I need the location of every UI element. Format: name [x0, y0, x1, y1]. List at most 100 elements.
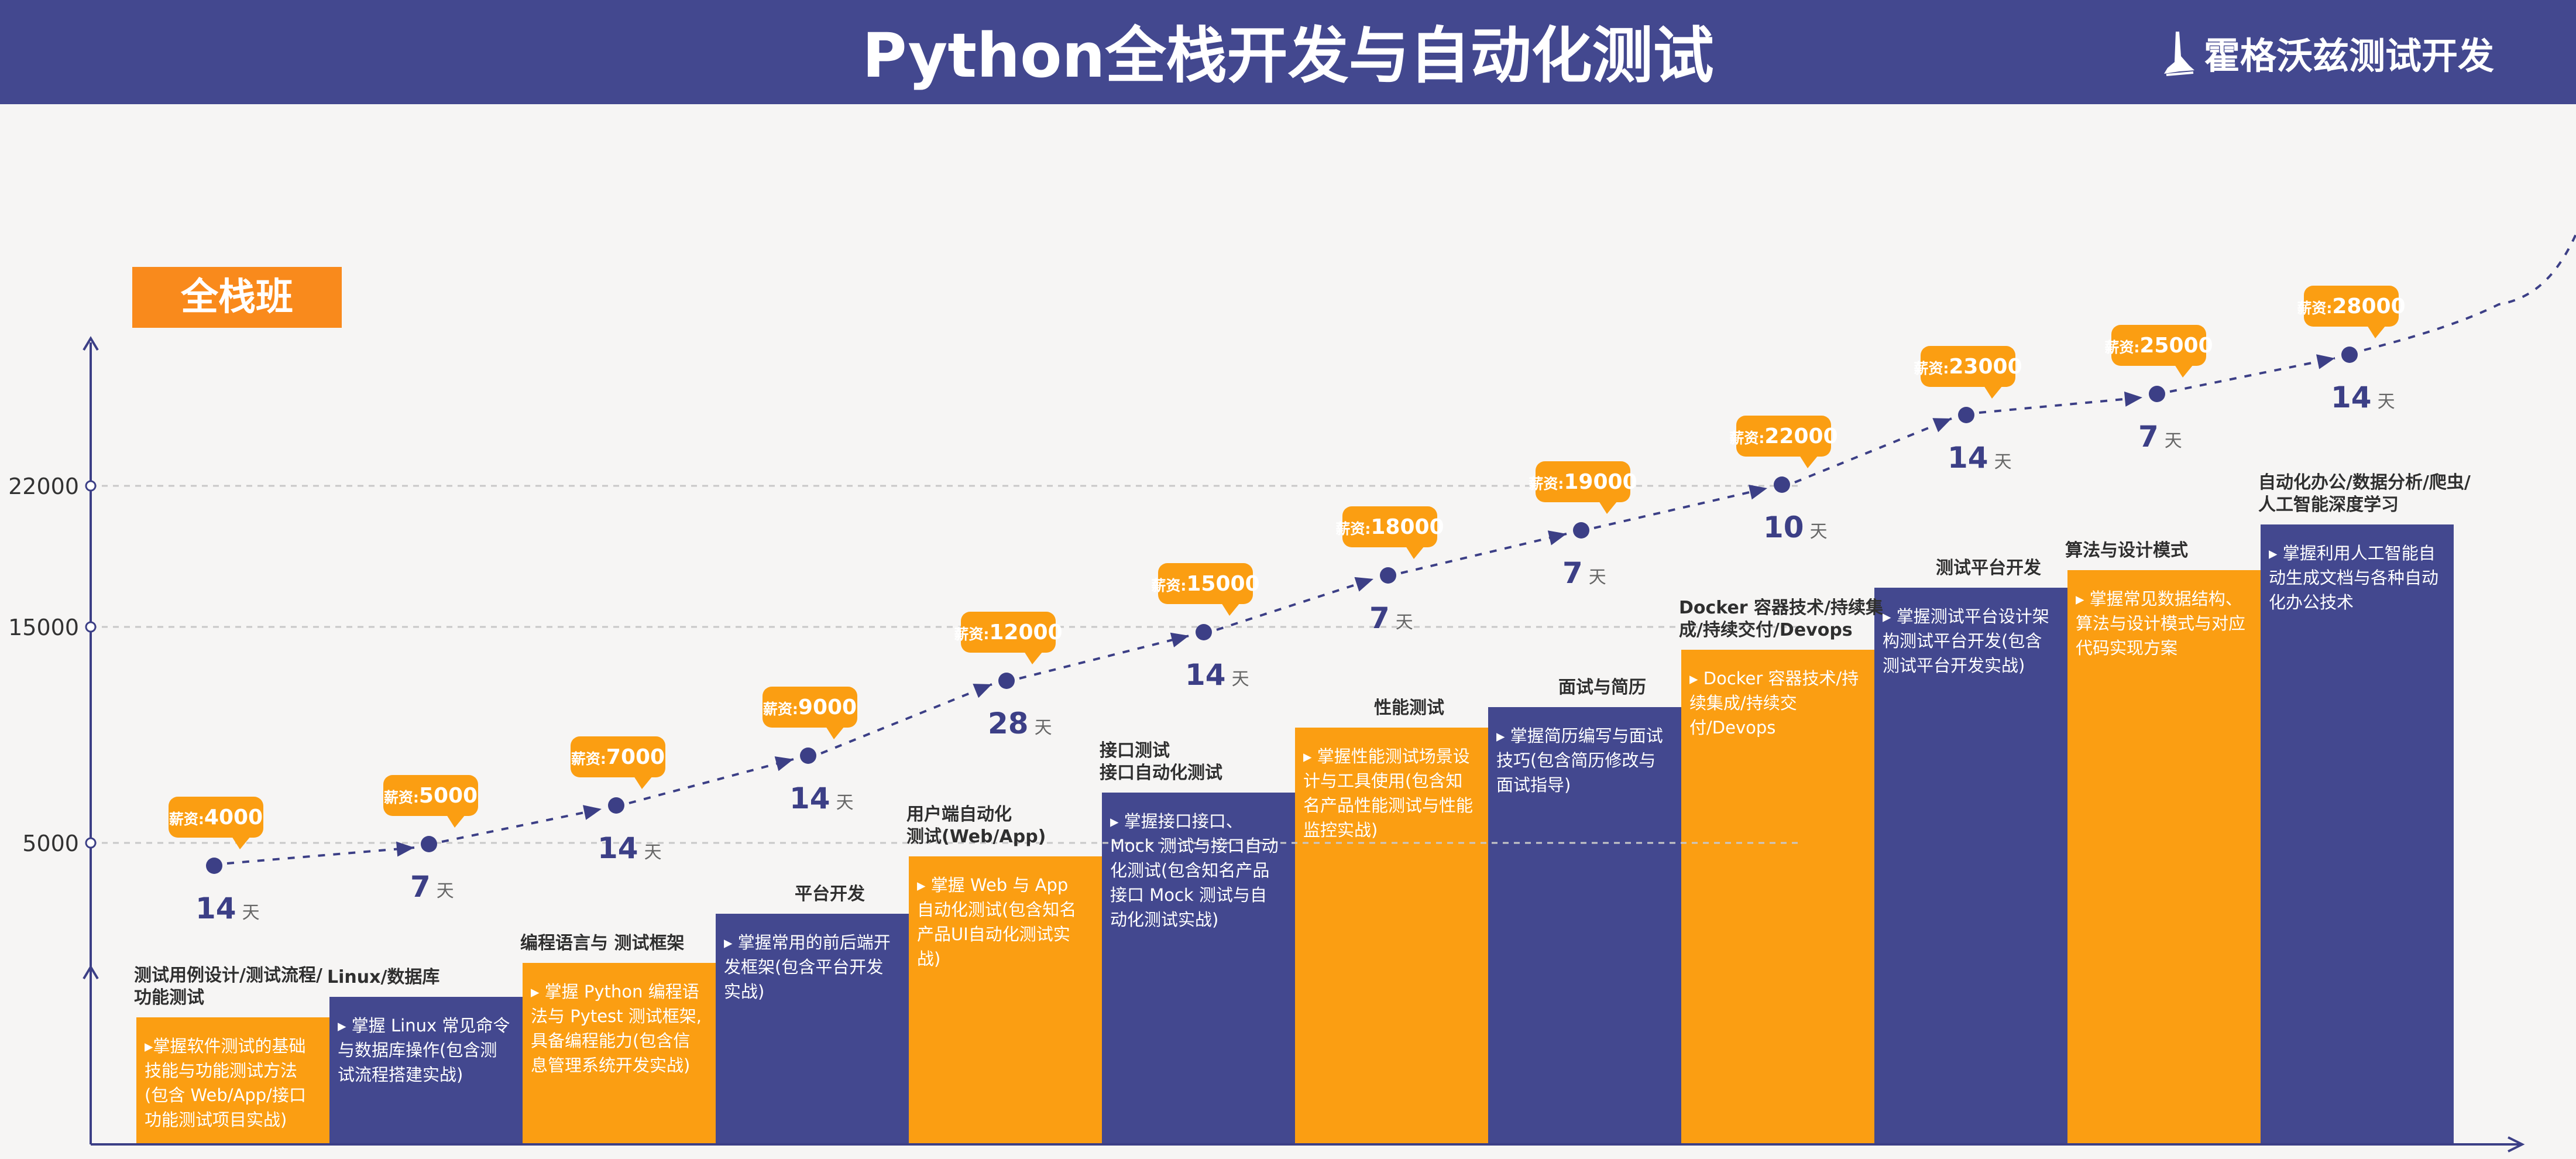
- data-point: [1380, 567, 1396, 584]
- step-title: 算法与设计模式: [2065, 540, 2188, 561]
- step-description: ▸ 掌握测试平台设计架构测试平台开发(包含测试平台开发实战): [1883, 606, 2049, 675]
- step-bar: [1295, 728, 1488, 1144]
- step-description: ▸ 掌握 Web 与 App 自动化测试(包含知名产品UI自动化测试实战): [917, 875, 1077, 969]
- data-point: [1774, 476, 1790, 493]
- day-count: 14 天: [789, 781, 854, 815]
- data-point: [2149, 386, 2165, 402]
- step-bar: [1681, 650, 1874, 1144]
- salary-label: 薪资:9000: [763, 695, 857, 719]
- trend-segment: [628, 758, 794, 804]
- salary-label: 薪资:12000: [954, 620, 1062, 644]
- trend-arrow: [973, 684, 992, 698]
- trend-arrow: [774, 756, 794, 771]
- step-description: ▸ Docker 容器技术/持续集成/持续交付/Devops: [1689, 668, 1859, 738]
- day-count: 14 天: [1185, 658, 1249, 692]
- salary-label: 薪资:22000: [1729, 424, 1837, 448]
- salary-bubble: [571, 736, 665, 777]
- data-point: [1196, 624, 1212, 640]
- salary-bubble: [1736, 416, 1831, 457]
- brand-logo: 霍格沃兹测试开发: [2162, 23, 2494, 82]
- salary-bubble: [1342, 506, 1437, 547]
- salary-label: 薪资:28000: [2297, 294, 2405, 318]
- step-description: ▸ 掌握 Linux 常见命令与数据库操作(包含测试流程搭建实战): [338, 1016, 510, 1085]
- page-title: Python全栈开发与自动化测试: [862, 20, 1714, 91]
- salary-bubble-tail: [634, 776, 652, 789]
- step-title: 自动化办公/数据分析/爬虫/人工智能深度学习: [2258, 472, 2471, 515]
- trend-arrow: [1354, 577, 1373, 592]
- step-title: 编程语言与 测试框架: [520, 933, 685, 954]
- data-point: [1573, 522, 1589, 539]
- step-bar: [329, 997, 523, 1144]
- salary-label: 薪资:15000: [1151, 572, 1259, 596]
- trend-arrow: [1932, 418, 1952, 433]
- step-title: 测试平台开发: [1936, 558, 2041, 578]
- y-tick-marker: [85, 621, 97, 633]
- step-bar: [136, 1017, 329, 1144]
- trend-segment: [441, 808, 602, 843]
- trend-arrow: [396, 841, 414, 857]
- trend-segment: [1979, 396, 2143, 414]
- salary-bubble-tail: [1024, 651, 1043, 664]
- y-tick-marker: [85, 837, 97, 849]
- step-description: ▸ 掌握常见数据结构、算法与设计模式与对应代码实现方案: [2076, 589, 2246, 658]
- salary-bubble-tail: [2175, 365, 2193, 378]
- salary-bubble: [383, 775, 478, 816]
- salary-bubble: [1921, 346, 2015, 387]
- salary-bubble: [1536, 461, 1630, 502]
- data-point: [1958, 407, 1974, 423]
- trend-arrow: [2124, 391, 2142, 407]
- step-description: ▸ 掌握利用人工智能自动生成文档与各种自动化办公技术: [2269, 543, 2439, 612]
- salary-label: 薪资:7000: [571, 745, 665, 769]
- x-axis-arrow: [2508, 1136, 2525, 1153]
- salary-label: 薪资:23000: [1914, 355, 2022, 379]
- day-count: 10 天: [1763, 510, 1828, 544]
- y-tick-label: 22000: [8, 474, 79, 499]
- salary-bubble: [169, 797, 263, 838]
- y-axis-arrow: [83, 336, 99, 351]
- day-count: 14 天: [195, 891, 260, 925]
- salary-bubble: [961, 612, 1056, 653]
- step-title: 用户端自动化 测试(Web/App): [906, 804, 1046, 847]
- step-title: Docker 容器技术/持续集 成/持续交付/Devops: [1679, 598, 1883, 640]
- step-bar: [909, 856, 1102, 1144]
- day-count: 14 天: [597, 831, 662, 865]
- trend-arrow: [1748, 485, 1767, 500]
- step-description: ▸ 掌握 Python 编程语法与 Pytest 测试框架,具备编程能力(包含信…: [531, 982, 702, 1075]
- salary-bubble-tail: [446, 815, 465, 828]
- class-badge: 全栈班: [132, 267, 342, 328]
- step-bar: [1874, 588, 2067, 1144]
- data-point: [206, 858, 222, 874]
- salary-bubble-tail: [1599, 501, 1617, 514]
- step-bar: [2067, 570, 2261, 1144]
- data-point: [608, 797, 624, 814]
- step-description: ▸ 掌握性能测试场景设计与工具使用(包含知名产品性能测试与性能监控实战): [1303, 746, 1474, 840]
- step-title: 性能测试: [1374, 698, 1444, 718]
- trend-segment: [1216, 578, 1374, 631]
- header-bar: [0, 0, 2576, 104]
- trend-segment: [820, 683, 992, 755]
- trend-arrow: [2316, 354, 2335, 369]
- step-description: ▸ 掌握接口接口、Mock 测试与接口自动化测试(包含知名产品接口 Mock 测…: [1110, 811, 1279, 930]
- trend-segment: [226, 846, 415, 865]
- data-point: [998, 673, 1015, 689]
- salary-bubble-tail: [826, 726, 844, 739]
- step-title: 接口测试 接口自动化测试: [1100, 740, 1222, 783]
- step-bar: [1488, 707, 1681, 1144]
- y-tick-label: 15000: [8, 615, 79, 640]
- step-title: 面试与简历: [1558, 677, 1646, 698]
- salary-bubble: [763, 687, 857, 728]
- step-description: ▸ 掌握简历编写与面试技巧(包含简历修改与面试指导): [1496, 726, 1663, 795]
- day-count: 14 天: [1948, 441, 2012, 475]
- salary-bubble-tail: [1406, 546, 1424, 559]
- salary-label: 薪资:25000: [2104, 334, 2213, 358]
- brand-name: 霍格沃兹测试开发: [2203, 35, 2494, 77]
- step-bar: [716, 914, 909, 1144]
- salary-label: 薪资:4000: [169, 805, 263, 829]
- trend-segment: [1794, 417, 1952, 484]
- wizard-hat-icon: [2163, 32, 2194, 76]
- trend-tail: [2364, 234, 2576, 351]
- data-point: [800, 747, 816, 764]
- day-count: 28 天: [988, 707, 1052, 740]
